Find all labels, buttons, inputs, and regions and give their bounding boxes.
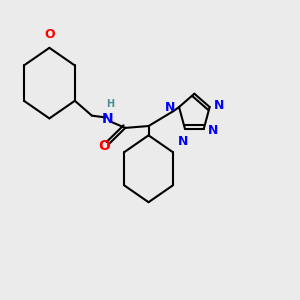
Text: N: N [213, 99, 224, 112]
Text: N: N [165, 100, 175, 114]
Text: O: O [99, 140, 110, 154]
Text: N: N [178, 135, 188, 148]
Text: H: H [106, 99, 114, 109]
Text: N: N [101, 112, 113, 126]
Text: N: N [208, 124, 218, 137]
Text: O: O [44, 28, 55, 41]
